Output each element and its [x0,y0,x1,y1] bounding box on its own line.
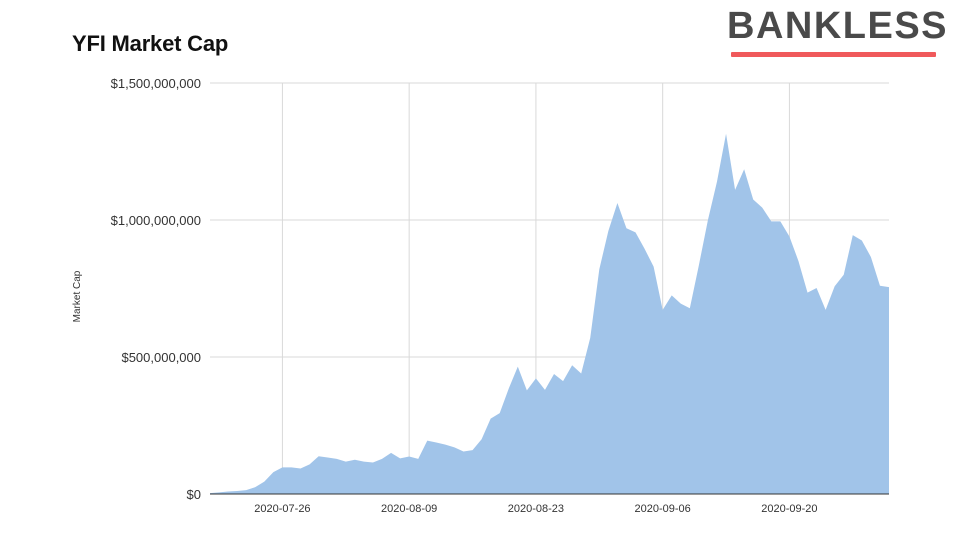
brand-underline [731,52,936,57]
y-axis-ticks: $0 $500,000,000 $1,000,000,000 $1,500,000,0… [111,76,201,502]
x-axis-ticks: 2020-07-26 2020-08-09 2020-08-23 2020-09-06… [254,503,817,515]
x-tick-label: 2020-09-06 [635,503,691,515]
bankless-logo: BANKLESS [727,4,949,57]
brand-name: BANKLESS [727,5,949,47]
market-cap-area [210,133,889,494]
x-tick-label: 2020-08-09 [381,503,437,515]
chart-title: YFI Market Cap [72,31,229,56]
y-tick-label: $1,000,000,000 [111,213,201,228]
y-axis-label: Market Cap [72,270,83,322]
y-tick-label: $1,500,000,000 [111,76,201,91]
x-tick-label: 2020-07-26 [254,503,310,515]
y-tick-label: $500,000,000 [121,350,201,365]
x-tick-label: 2020-09-20 [761,503,817,515]
x-tick-label: 2020-08-23 [508,503,564,515]
y-tick-label: $0 [187,487,201,502]
